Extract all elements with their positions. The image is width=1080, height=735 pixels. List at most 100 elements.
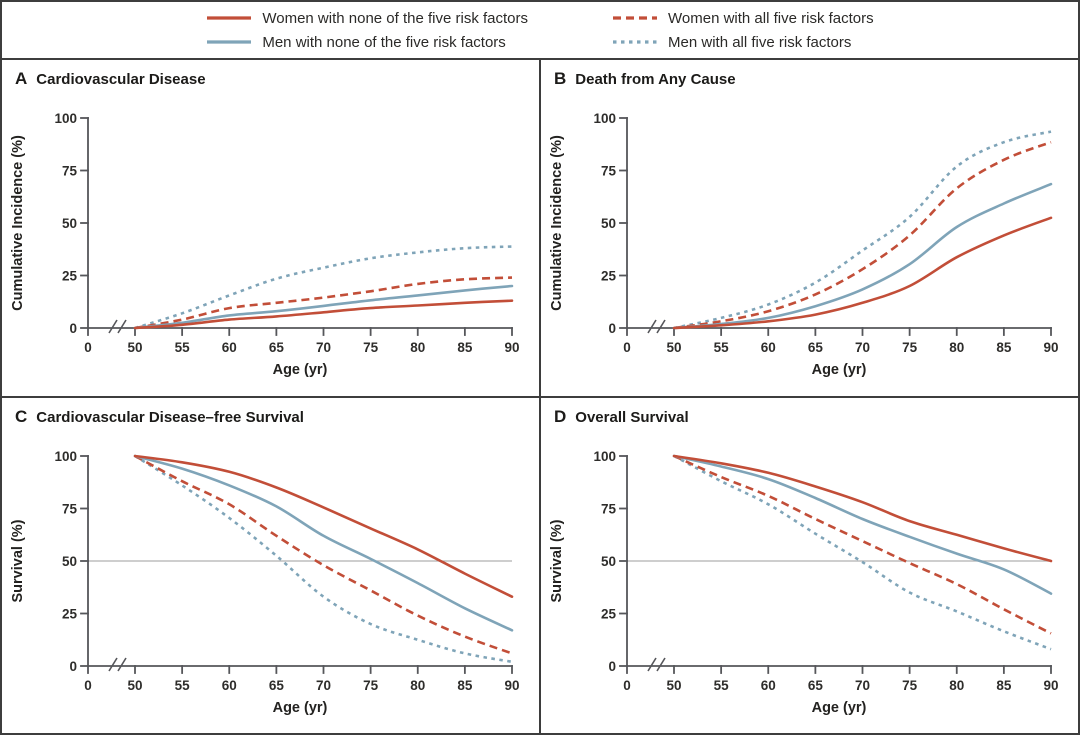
x-tick-label-75: 75 — [363, 340, 379, 355]
curve-women-all-b — [673, 140, 1052, 330]
x-tick-label-65: 65 — [269, 678, 285, 693]
legend-item-men-none: Men with none of the five risk factors — [206, 34, 528, 51]
curve-men-all-c — [134, 454, 513, 663]
y-tick-label-100: 100 — [593, 111, 616, 126]
x-tick-label-70: 70 — [855, 340, 870, 355]
panel-b: B Death from Any Cause 0 25 50 75 100 0 50 55 60 6… — [541, 60, 1078, 396]
y-tick-label-75: 75 — [601, 164, 617, 179]
x-tick-label-55: 55 — [175, 678, 191, 693]
x-tick-label-85: 85 — [457, 678, 473, 693]
x-tick-label-80: 80 — [410, 678, 425, 693]
y-tick-label-0: 0 — [69, 659, 77, 674]
legend-swatch-women-all — [613, 16, 658, 20]
y-tick-label-0: 0 — [608, 321, 616, 336]
break-slash-2 — [656, 319, 666, 334]
y-tick-label-75: 75 — [62, 164, 78, 179]
panel-c-letter: C — [15, 406, 28, 426]
x-tick-label-85: 85 — [457, 340, 473, 355]
x-tick-label-60: 60 — [761, 678, 776, 693]
curves-b — [672, 130, 1053, 330]
panel-b-letter: B — [554, 69, 567, 88]
y-tick-label-100: 100 — [54, 111, 77, 126]
curves-d — [672, 454, 1053, 650]
x-tick-label-80: 80 — [949, 678, 964, 693]
panel-a-title-text: Cardiovascular Disease — [36, 71, 206, 88]
y-axis-title-a: Cumulative Incidence (%) — [10, 135, 26, 311]
panel-a-letter: A — [15, 69, 28, 88]
y-tick-label-50: 50 — [601, 554, 616, 569]
x-tick-label-60: 60 — [222, 678, 237, 693]
x-axis-title-a: Age (yr) — [273, 362, 328, 378]
legend-label-women-all: Women with all five risk factors — [668, 9, 874, 27]
x-tick-label-50: 50 — [127, 678, 142, 693]
x-axis-break-b — [647, 319, 666, 334]
y-tick-label-50: 50 — [601, 216, 616, 231]
x-tick-label-50: 50 — [666, 678, 681, 693]
x-axis-title-c: Age (yr) — [273, 700, 328, 716]
curves-a — [133, 245, 514, 330]
x-tick-label-90: 90 — [504, 678, 519, 693]
x-axis-break-c — [108, 657, 127, 671]
x-tick-label-85: 85 — [996, 340, 1012, 355]
panel-d-title-text: Overall Survival — [575, 408, 689, 426]
panel-a: A Cardiovascular Disease 0 25 50 75 100 0 50 55 6… — [2, 60, 539, 396]
legend-label-men-all: Men with all five risk factors — [668, 33, 852, 51]
y-tick-label-75: 75 — [62, 501, 78, 516]
y-tick-label-100: 100 — [593, 449, 616, 464]
legend-swatch-men-none — [207, 40, 252, 44]
curve-men-none-b — [672, 182, 1053, 330]
x-axis-title-d: Age (yr) — [812, 700, 867, 716]
curve-men-none-d — [672, 454, 1053, 595]
break-slash-2 — [117, 657, 127, 671]
curve-women-all-d — [673, 454, 1052, 635]
break-slash-2 — [117, 319, 127, 334]
axes-d — [619, 454, 1052, 674]
x-tick-label-75: 75 — [363, 678, 379, 693]
curves-c — [133, 454, 514, 663]
x-tick-label-90: 90 — [504, 340, 519, 355]
y-tick-label-25: 25 — [62, 269, 78, 284]
x-axis-break-a — [108, 319, 127, 334]
panel-d-title: D Overall Survival — [541, 398, 1078, 430]
panel-c-title-text: Cardiovascular Disease–free Survival — [36, 408, 304, 426]
break-slash-1 — [647, 319, 657, 334]
legend-label-women-none: Women with none of the five risk factors — [262, 9, 529, 27]
panel-d: D Overall Survival 0 25 50 75 100 0 50 55 60 65 70 7… — [541, 397, 1078, 733]
y-tick-label-25: 25 — [601, 606, 617, 621]
curve-men-all-d — [673, 454, 1052, 650]
x-tick-label-80: 80 — [410, 340, 425, 355]
chart-b-canvas: 0 25 50 75 100 0 50 55 60 65 70 75 80 85 90 Cumulative … — [549, 111, 1059, 378]
panel-a-title: A Cardiovascular Disease — [2, 60, 539, 92]
break-slash-1 — [108, 319, 118, 334]
curve-men-all-a — [134, 245, 513, 330]
curve-men-all-b — [673, 130, 1052, 330]
y-axis-title-b: Cumulative Incidence (%) — [549, 135, 565, 311]
panel-b-title-text: Death from Any Cause — [575, 71, 736, 88]
x-tick-label-90: 90 — [1043, 678, 1058, 693]
x-tick-label-55: 55 — [714, 678, 730, 693]
legend-swatch-women-none — [207, 16, 252, 20]
y-tick-label-25: 25 — [601, 269, 617, 284]
curve-women-none-d — [672, 454, 1053, 562]
y-tick-label-50: 50 — [62, 216, 77, 231]
legend-item-women-none: Women with none of the five risk factors — [206, 10, 528, 27]
x-tick-label-0: 0 — [84, 340, 92, 355]
axes-a — [80, 117, 513, 336]
y-tick-label-100: 100 — [54, 449, 77, 464]
legend-swatch-men-all — [613, 40, 658, 44]
x-tick-label-65: 65 — [808, 340, 824, 355]
axes-c — [80, 454, 513, 674]
panel-grid: A Cardiovascular Disease 0 25 50 75 100 0 50 55 6… — [2, 60, 1078, 733]
x-tick-label-50: 50 — [666, 340, 681, 355]
axes-b — [619, 117, 1052, 336]
y-tick-label-25: 25 — [62, 606, 78, 621]
chart-c-canvas: 0 25 50 75 100 0 50 55 60 65 70 75 80 85 90 Survival (%… — [10, 449, 520, 716]
x-tick-label-70: 70 — [316, 678, 331, 693]
horizontal-divider — [2, 395, 1078, 398]
x-tick-label-0: 0 — [623, 678, 631, 693]
y-tick-label-0: 0 — [69, 321, 77, 336]
x-tick-label-70: 70 — [316, 340, 331, 355]
curve-men-none-a — [133, 284, 514, 330]
x-tick-label-55: 55 — [175, 340, 191, 355]
panel-c-title: C Cardiovascular Disease–free Survival — [2, 398, 539, 430]
